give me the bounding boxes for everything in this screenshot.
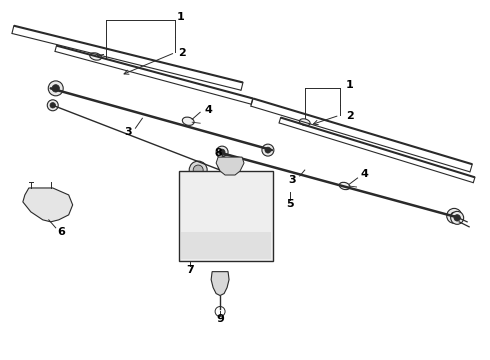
Text: 1: 1 xyxy=(176,12,184,22)
Circle shape xyxy=(50,103,55,108)
Circle shape xyxy=(262,144,274,156)
Text: 5: 5 xyxy=(286,199,294,209)
Text: 4: 4 xyxy=(204,105,212,115)
FancyBboxPatch shape xyxy=(179,171,273,261)
Polygon shape xyxy=(211,272,229,296)
Text: 6: 6 xyxy=(57,227,65,237)
Circle shape xyxy=(218,155,238,175)
Polygon shape xyxy=(23,188,73,222)
FancyBboxPatch shape xyxy=(181,233,271,259)
Circle shape xyxy=(219,149,225,155)
Polygon shape xyxy=(216,157,244,175)
Text: 3: 3 xyxy=(124,127,132,137)
Circle shape xyxy=(451,211,464,224)
Circle shape xyxy=(39,193,63,217)
Ellipse shape xyxy=(299,119,310,126)
Circle shape xyxy=(45,199,57,211)
Circle shape xyxy=(224,161,236,173)
Circle shape xyxy=(447,208,462,223)
Text: 8: 8 xyxy=(214,148,222,158)
Circle shape xyxy=(48,81,63,96)
Text: 1: 1 xyxy=(346,80,353,90)
Text: 3: 3 xyxy=(288,175,295,185)
Text: 9: 9 xyxy=(216,314,224,324)
Circle shape xyxy=(450,212,458,220)
Ellipse shape xyxy=(182,117,194,125)
Circle shape xyxy=(189,161,207,179)
Ellipse shape xyxy=(90,53,101,60)
Circle shape xyxy=(52,85,59,92)
Text: 2: 2 xyxy=(178,49,186,58)
Circle shape xyxy=(222,159,234,171)
Circle shape xyxy=(454,215,461,221)
Text: 7: 7 xyxy=(186,265,194,275)
Text: 4: 4 xyxy=(361,169,368,179)
Circle shape xyxy=(216,146,228,158)
Circle shape xyxy=(265,147,271,153)
Circle shape xyxy=(47,100,58,111)
Text: 2: 2 xyxy=(346,111,353,121)
Ellipse shape xyxy=(339,182,350,190)
Circle shape xyxy=(193,165,203,175)
